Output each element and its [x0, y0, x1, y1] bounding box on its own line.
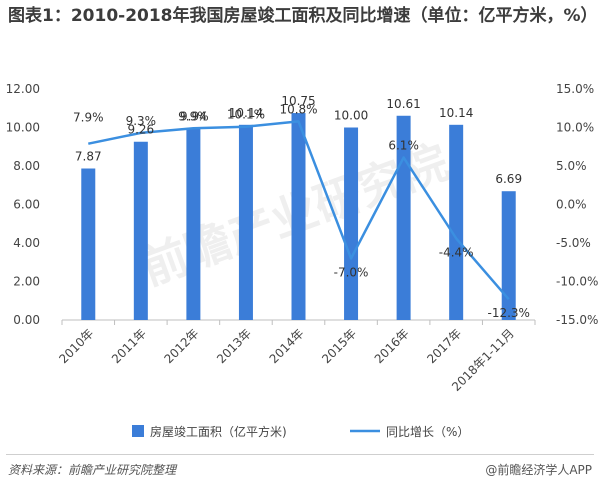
source-note: 资料来源：前瞻产业研究院整理	[8, 463, 177, 477]
right-axis-tick-label: -15.0%	[556, 313, 598, 327]
bar	[186, 128, 201, 320]
right-axis-tick-label: 0.0%	[556, 198, 587, 212]
left-axis-tick-label: 2.00	[13, 275, 40, 289]
bar	[449, 124, 464, 321]
bar	[81, 168, 96, 320]
left-axis-tick-label: 10.00	[6, 121, 40, 135]
right-axis-tick-label: -10.0%	[556, 275, 598, 289]
bar-value-label: 10.14	[439, 106, 473, 120]
bar-value-label: 9.94	[180, 110, 207, 124]
category-label: 2014年	[267, 326, 307, 366]
line-value-label: -12.3%	[487, 306, 529, 320]
right-axis-tick-label: 5.0%	[556, 159, 587, 173]
bar-value-label: 10.75	[281, 94, 315, 108]
bar	[344, 127, 359, 320]
bar-value-label: 10.14	[229, 106, 263, 120]
left-axis-tick-label: 0.00	[13, 313, 40, 327]
bar	[238, 124, 253, 321]
growth-line	[88, 120, 510, 301]
category-label: 2013年	[214, 326, 254, 366]
chart-title: 图表1：2010-2018年我国房屋竣工面积及同比增速（单位：亿平方米，%）	[8, 6, 598, 26]
footer-divider	[6, 454, 594, 455]
brand-credit: @前瞻经济学人APP	[485, 463, 592, 477]
category-label: 2011年	[109, 326, 149, 366]
bar-value-label: 10.00	[334, 109, 368, 123]
category-label: 2010年	[56, 326, 96, 366]
legend-bar-label: 房屋竣工面积（亿平方米)	[150, 424, 287, 439]
category-label: 2015年	[319, 326, 359, 366]
category-label: 2016年	[372, 326, 412, 366]
left-axis-tick-label: 4.00	[13, 236, 40, 250]
line-value-label: 9.9%	[178, 109, 209, 123]
line-value-label: -7.0%	[334, 265, 369, 279]
bar	[501, 191, 516, 320]
right-axis-tick-label: -5.0%	[556, 236, 591, 250]
right-axis-tick-label: 15.0%	[556, 82, 594, 96]
line-value-label: 7.9%	[73, 111, 104, 125]
line-value-label: 6.1%	[388, 139, 419, 153]
bar-value-label: 7.87	[75, 150, 102, 164]
bar-value-label: 9.26	[127, 123, 154, 137]
line-value-label: 10.1%	[227, 108, 265, 122]
bar	[291, 113, 306, 320]
legend-line-label: 同比增长（%）	[386, 425, 469, 439]
right-axis-tick-label: 10.0%	[556, 121, 594, 135]
left-axis-tick-label: 12.00	[6, 82, 40, 96]
line-value-label: 9.3%	[126, 114, 157, 128]
category-label: 2012年	[162, 326, 202, 366]
bar-value-label: 10.61	[386, 97, 420, 111]
left-axis-tick-label: 8.00	[13, 159, 40, 173]
left-axis-tick-label: 6.00	[13, 198, 40, 212]
bar-value-label: 6.69	[495, 172, 522, 186]
line-value-label: -4.4%	[439, 245, 474, 259]
bar	[133, 141, 148, 320]
category-label: 2017年	[424, 326, 464, 366]
legend-bar-swatch	[132, 425, 144, 437]
line-value-label: 10.8%	[279, 102, 317, 116]
